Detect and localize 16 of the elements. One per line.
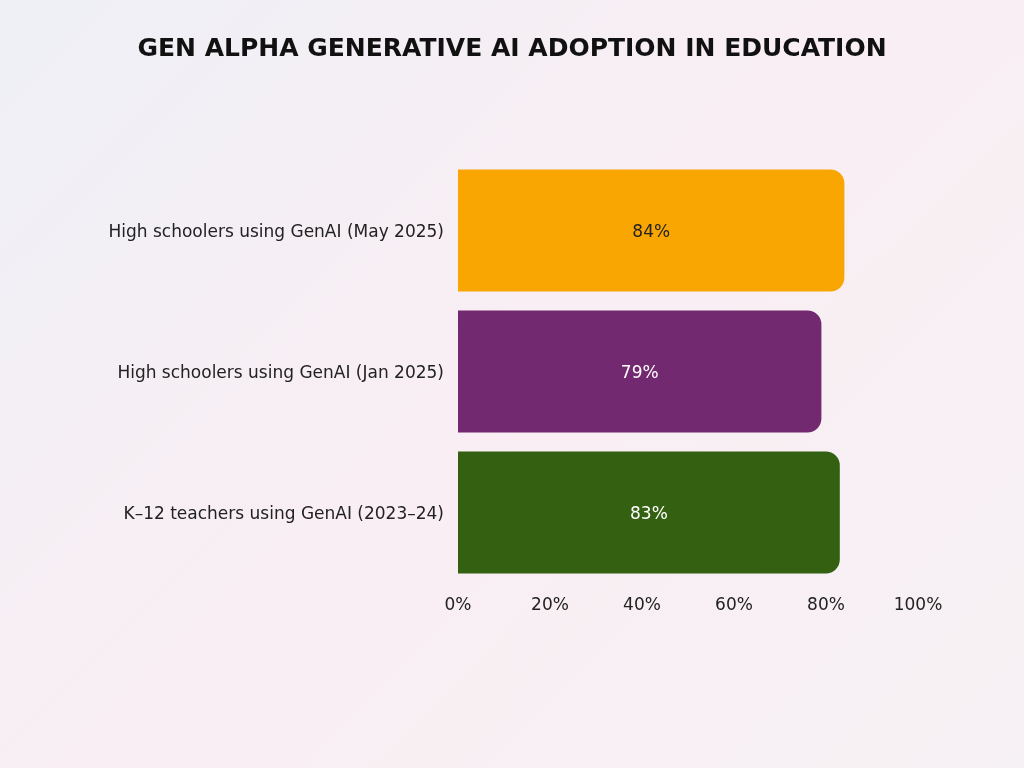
chart-title: GEN ALPHA GENERATIVE AI ADOPTION IN EDUCATION	[137, 33, 887, 62]
x-tick-label: 40%	[623, 593, 661, 614]
bar	[458, 310, 822, 433]
data-label: 84%	[632, 220, 671, 241]
bar	[458, 169, 845, 292]
x-tick-label: 60%	[715, 593, 753, 614]
x-tick-label: 100%	[893, 593, 943, 614]
x-tick-label: 80%	[807, 593, 845, 614]
y-tick-label: K–12 teachers using GenAI (2023–24)	[123, 502, 444, 523]
x-tick-label: 20%	[531, 593, 569, 614]
y-tick-label: High schoolers using GenAI (Jan 2025)	[117, 361, 444, 382]
data-label: 79%	[620, 361, 659, 382]
x-tick-label: 0%	[444, 593, 472, 614]
data-label: 83%	[630, 502, 668, 523]
y-tick-label: High schoolers using GenAI (May 2025)	[108, 220, 444, 241]
bar	[458, 451, 840, 574]
